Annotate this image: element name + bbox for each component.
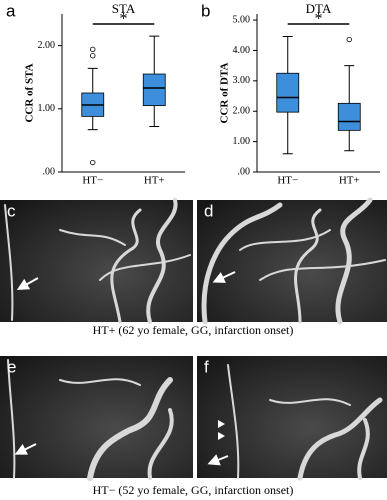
- x-tick-label: HT−: [82, 175, 103, 187]
- chart-title: STA: [112, 1, 136, 16]
- annotation: *: [120, 11, 128, 28]
- y-tick-label: .00: [43, 166, 56, 177]
- x-tick-label: HT+: [339, 175, 360, 187]
- caption: HT+ (62 yo female, GG, infarction onset): [93, 323, 294, 337]
- angiogram: e: [0, 356, 193, 481]
- y-tick-label: 1.00: [233, 136, 251, 147]
- caption: HT− (52 yo female, GG, infarction onset): [93, 483, 294, 497]
- x-tick-label: HT+: [144, 175, 165, 187]
- x-tick-label: HT−: [277, 175, 298, 187]
- panel-label: d: [204, 201, 213, 220]
- y-tick-label: 2.00: [38, 40, 56, 51]
- y-tick-label: 4.00: [233, 45, 251, 56]
- chart-title: DTA: [306, 1, 332, 16]
- angiogram: f: [197, 356, 387, 481]
- angiogram: d: [197, 197, 387, 325]
- outlier: [90, 159, 96, 166]
- panel-label: c: [7, 201, 16, 220]
- panel-label: b: [201, 1, 210, 20]
- box: [142, 73, 166, 107]
- y-tick-label: 1.00: [38, 103, 56, 114]
- y-tick-label: .00: [238, 166, 251, 177]
- angiogram: c: [0, 198, 193, 324]
- box: [337, 102, 361, 131]
- y-tick-label: 3.00: [233, 75, 251, 86]
- y-axis-label: CCR of DTA: [219, 62, 231, 123]
- outlier: [346, 36, 352, 43]
- y-tick-label: 5.00: [233, 14, 251, 25]
- annotation: *: [315, 11, 323, 28]
- outlier: [90, 46, 96, 53]
- y-axis-label: CCR of STA: [24, 63, 36, 122]
- panel-label: f: [204, 357, 209, 376]
- panel-label: e: [7, 357, 16, 376]
- panel-label: a: [6, 1, 16, 20]
- outlier: [90, 53, 96, 59]
- box: [276, 72, 300, 113]
- y-tick-label: 2.00: [233, 106, 251, 117]
